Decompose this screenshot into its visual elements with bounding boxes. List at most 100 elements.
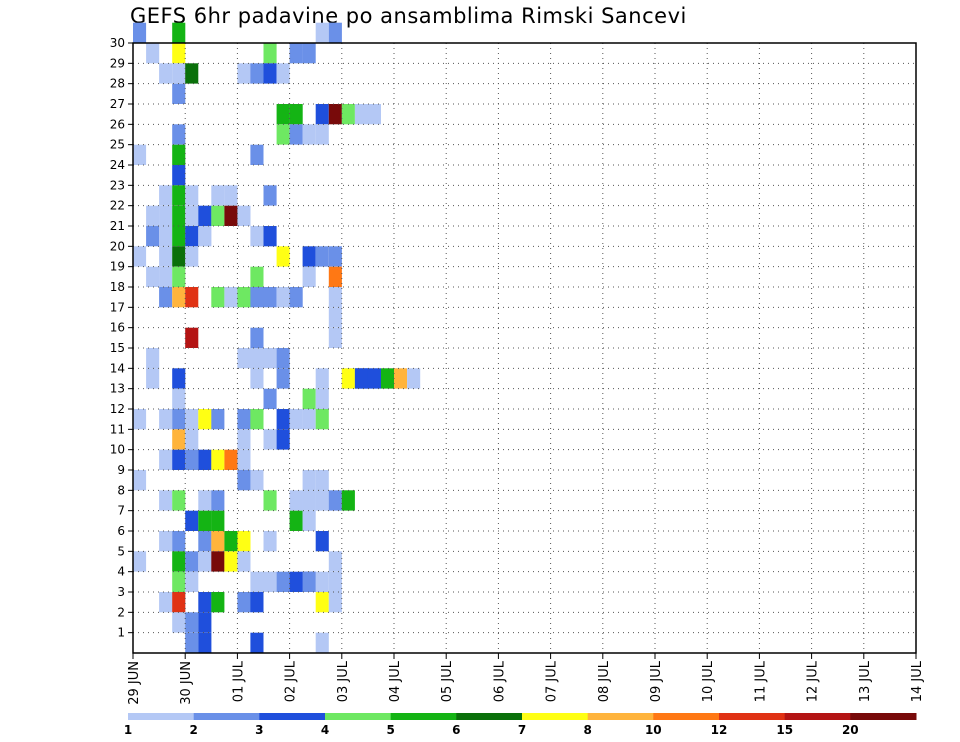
x-tick-label: 11 JUL [753, 660, 768, 702]
precip-cell [146, 205, 160, 226]
y-tick-label: 8 [117, 483, 125, 497]
x-tick-label: 01 JUL [231, 660, 246, 702]
precip-cell [328, 287, 342, 308]
precip-cell [250, 571, 264, 592]
x-tick-label: 10 JUL [701, 660, 716, 702]
precip-cell [237, 205, 251, 226]
precip-cell [224, 185, 238, 206]
legend-swatch [784, 713, 851, 720]
precip-cell [224, 449, 238, 470]
precip-cell [289, 43, 303, 64]
precip-cell [289, 571, 303, 592]
precip-cell [172, 246, 186, 267]
precip-cell [263, 43, 277, 64]
precip-cell [159, 287, 173, 308]
precip-cell [315, 246, 329, 267]
precip-cell [263, 490, 277, 511]
y-tick-label: 7 [117, 504, 125, 518]
y-tick-label: 30 [110, 36, 125, 50]
precip-cell [315, 388, 329, 409]
precip-cell [211, 409, 225, 430]
y-tick-label: 17 [110, 300, 125, 314]
legend-label: 6 [452, 723, 460, 737]
precip-cell [315, 490, 329, 511]
precip-cell [146, 226, 160, 247]
legend-swatch [719, 713, 786, 720]
x-tick-label: 14 JUL [910, 660, 925, 702]
precip-cell [250, 287, 264, 308]
precip-cell [250, 368, 264, 389]
precip-cell [198, 449, 212, 470]
legend-label: 15 [776, 723, 793, 737]
precip-cell [133, 409, 147, 430]
precip-cell [315, 409, 329, 430]
y-tick-label: 21 [110, 219, 125, 233]
precip-cell [328, 246, 342, 267]
precip-cell [185, 327, 199, 348]
legend-swatch [850, 713, 917, 720]
precip-cell [250, 409, 264, 430]
precip-cell [250, 327, 264, 348]
precip-cell [159, 246, 173, 267]
precip-cell [159, 205, 173, 226]
precip-cell [172, 124, 186, 145]
precip-cell [407, 368, 421, 389]
precip-cell [237, 348, 251, 369]
y-tick-label: 9 [117, 463, 125, 477]
precip-cell [276, 429, 290, 450]
precip-cell [172, 368, 186, 389]
precip-cell [237, 449, 251, 470]
precip-cell [302, 388, 316, 409]
legend-label: 2 [190, 723, 198, 737]
precip-cell [289, 124, 303, 145]
precip-cell [185, 612, 199, 633]
legend-swatch [587, 713, 654, 720]
precip-cell [224, 551, 238, 572]
precip-cell [159, 490, 173, 511]
precip-cell [276, 246, 290, 267]
precip-cell [315, 531, 329, 552]
x-axis: 29 JUN 30 JUN 01 JUL 02 JUL 03 JUL 04 JUL 05 J… [127, 653, 925, 705]
precip-cell [250, 592, 264, 613]
precip-cell [211, 287, 225, 308]
precip-cell [172, 571, 186, 592]
precip-cell [185, 510, 199, 531]
precip-cell [185, 409, 199, 430]
precip-cell [328, 490, 342, 511]
y-tick-label: 15 [110, 341, 125, 355]
precip-cell [185, 571, 199, 592]
precip-cell [159, 266, 173, 287]
precip-cell [315, 632, 329, 653]
precip-cell [185, 205, 199, 226]
precip-cell [302, 490, 316, 511]
y-tick-label: 13 [110, 382, 125, 396]
precip-cell [302, 470, 316, 491]
precip-cell [263, 388, 277, 409]
precip-cell [237, 63, 251, 84]
precip-cell [276, 63, 290, 84]
precip-cell [381, 368, 395, 389]
precip-cell [146, 266, 160, 287]
precip-cell [263, 287, 277, 308]
precip-cell [328, 104, 342, 125]
x-tick-label: 30 JUN [179, 661, 194, 705]
precip-cell [172, 531, 186, 552]
precip-cell [172, 490, 186, 511]
x-tick-label: 06 JUL [492, 660, 507, 702]
precip-cell [172, 551, 186, 572]
precip-cell [172, 83, 186, 104]
legend-label: 20 [842, 723, 859, 737]
y-tick-label: 10 [110, 443, 125, 457]
precip-cell [250, 226, 264, 247]
precip-cell [159, 449, 173, 470]
y-tick-label: 11 [110, 422, 125, 436]
y-tick-label: 5 [117, 544, 125, 558]
precip-cell [302, 571, 316, 592]
precip-cell [172, 22, 186, 43]
x-tick-label: 05 JUL [440, 660, 455, 702]
y-tick-label: 20 [110, 239, 125, 253]
precip-cell [263, 531, 277, 552]
y-tick-label: 26 [110, 117, 125, 131]
y-tick-label: 27 [110, 97, 125, 111]
precip-cell [185, 185, 199, 206]
